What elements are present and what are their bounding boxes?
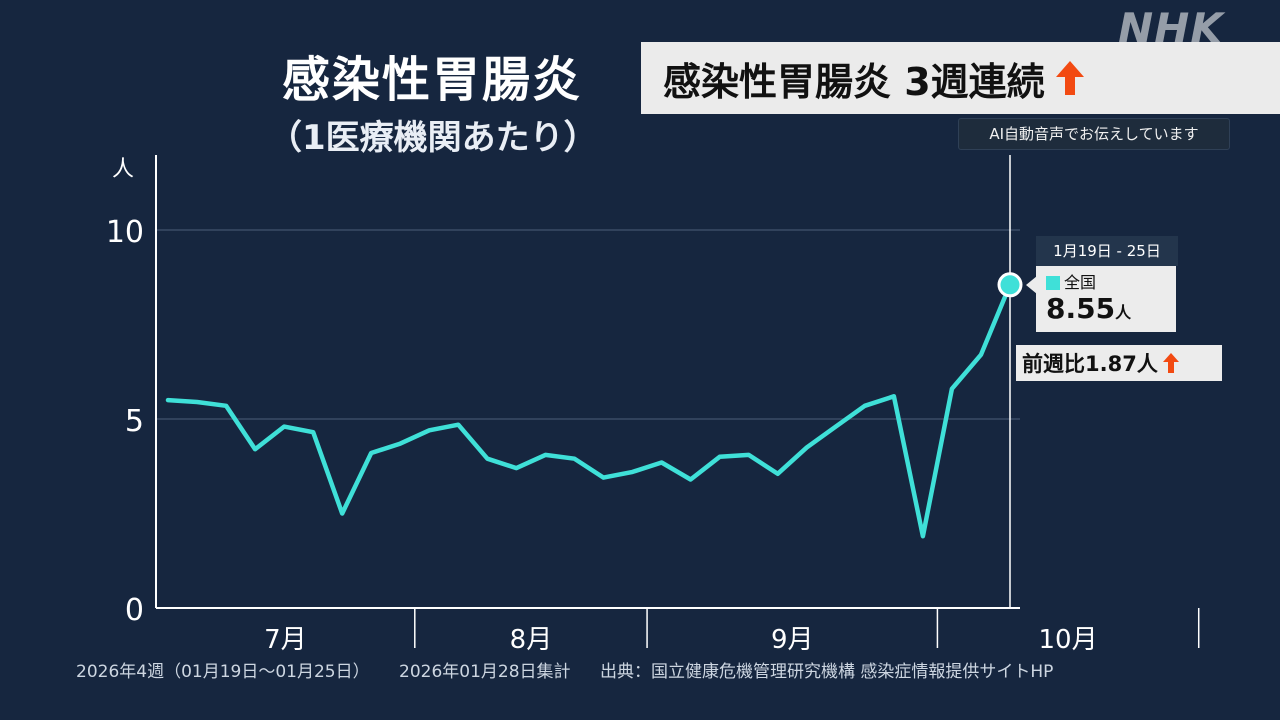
ai-voice-note: AI自動音声でお伝えしています (958, 118, 1230, 150)
tooltip-date: 1月19日 - 25日 (1036, 236, 1178, 266)
series-line (165, 272, 1023, 539)
tooltip-unit: 人 (1115, 303, 1132, 322)
x-month-label: 10月 (1039, 625, 1098, 655)
up-arrow-icon (1055, 61, 1084, 95)
headline-banner: 感染性胃腸炎 3週連続 (641, 42, 1280, 114)
chart-subtitle: （1医療機関あたり） (268, 118, 598, 158)
tooltip-value: 8.55 (1046, 292, 1116, 325)
latest-data-point (997, 272, 1023, 298)
x-month-label: 7月 (264, 625, 307, 655)
up-arrow-icon (1162, 353, 1179, 373)
chart-title: 感染性胃腸炎 (282, 52, 583, 108)
footer-source-text: 出典：国立健康危機管理研究機構 感染症情報提供サイトHP (599, 662, 1054, 682)
footer-source: 2026年4週（01月19日～01月25日） 2026年01月28日集計 出典：… (76, 660, 1256, 684)
y-tick-label: 10 (106, 215, 144, 250)
tooltip-pointer (1026, 276, 1037, 294)
x-month-label: 9月 (771, 625, 814, 655)
week-change-text: 前週比1.87人 (1022, 352, 1158, 376)
footer-week: 2026年4週（01月19日～01月25日） (76, 662, 370, 682)
series-swatch (1046, 276, 1060, 290)
tooltip-value-box: 全国 8.55人 (1036, 266, 1176, 332)
week-change-box: 前週比1.87人 (1016, 345, 1222, 381)
footer-tally: 2026年01月28日集計 (399, 662, 571, 682)
y-axis-label: 人 (112, 157, 134, 182)
axes (155, 155, 1200, 648)
y-tick-label: 0 (125, 593, 144, 628)
series-polyline (165, 282, 1013, 539)
grid-lines (156, 229, 1020, 420)
axis-labels: 0510人7月8月9月10月11月12月1月 (106, 157, 1098, 655)
tooltip-series-name: 全国 (1064, 273, 1097, 292)
headline-text: 感染性胃腸炎 3週連続 (663, 59, 1045, 104)
y-tick-label: 5 (125, 404, 144, 439)
x-month-label: 8月 (510, 625, 553, 655)
